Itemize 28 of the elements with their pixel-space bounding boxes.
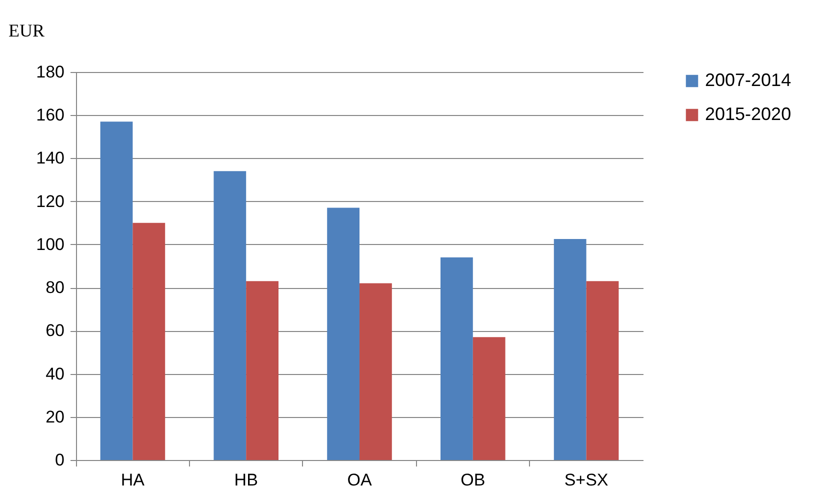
y-tick-label: 160 [36,106,64,125]
bar [132,222,166,460]
bar [327,208,360,460]
x-tick-label: HB [234,470,258,490]
y-tick-label: 60 [46,321,64,340]
bar [100,122,133,460]
bar [586,281,619,460]
y-tick-label: 80 [46,278,64,298]
y-tick-label: 180 [36,62,64,82]
bar [472,337,506,460]
bar [554,239,586,460]
y-tick-label: 20 [46,407,64,426]
y-tick-label: 100 [36,234,64,254]
legend-label: 2015-2020 [705,104,792,124]
bar [214,171,246,460]
y-tick-label: 0 [55,450,64,470]
y-tick-label: 140 [36,148,64,168]
y-tick-label: 40 [46,364,64,384]
y-axis-title: EUR [8,20,44,40]
x-tick-label: OB [460,470,486,490]
bar [246,281,278,460]
x-tick-label: S+SX [564,470,608,490]
legend-label: 2007-2014 [705,70,792,90]
bar [360,283,392,460]
x-tick-label: HA [120,470,146,490]
bar [440,257,473,460]
x-tick-label: OA [347,470,372,490]
y-tick-label: 120 [36,192,64,211]
